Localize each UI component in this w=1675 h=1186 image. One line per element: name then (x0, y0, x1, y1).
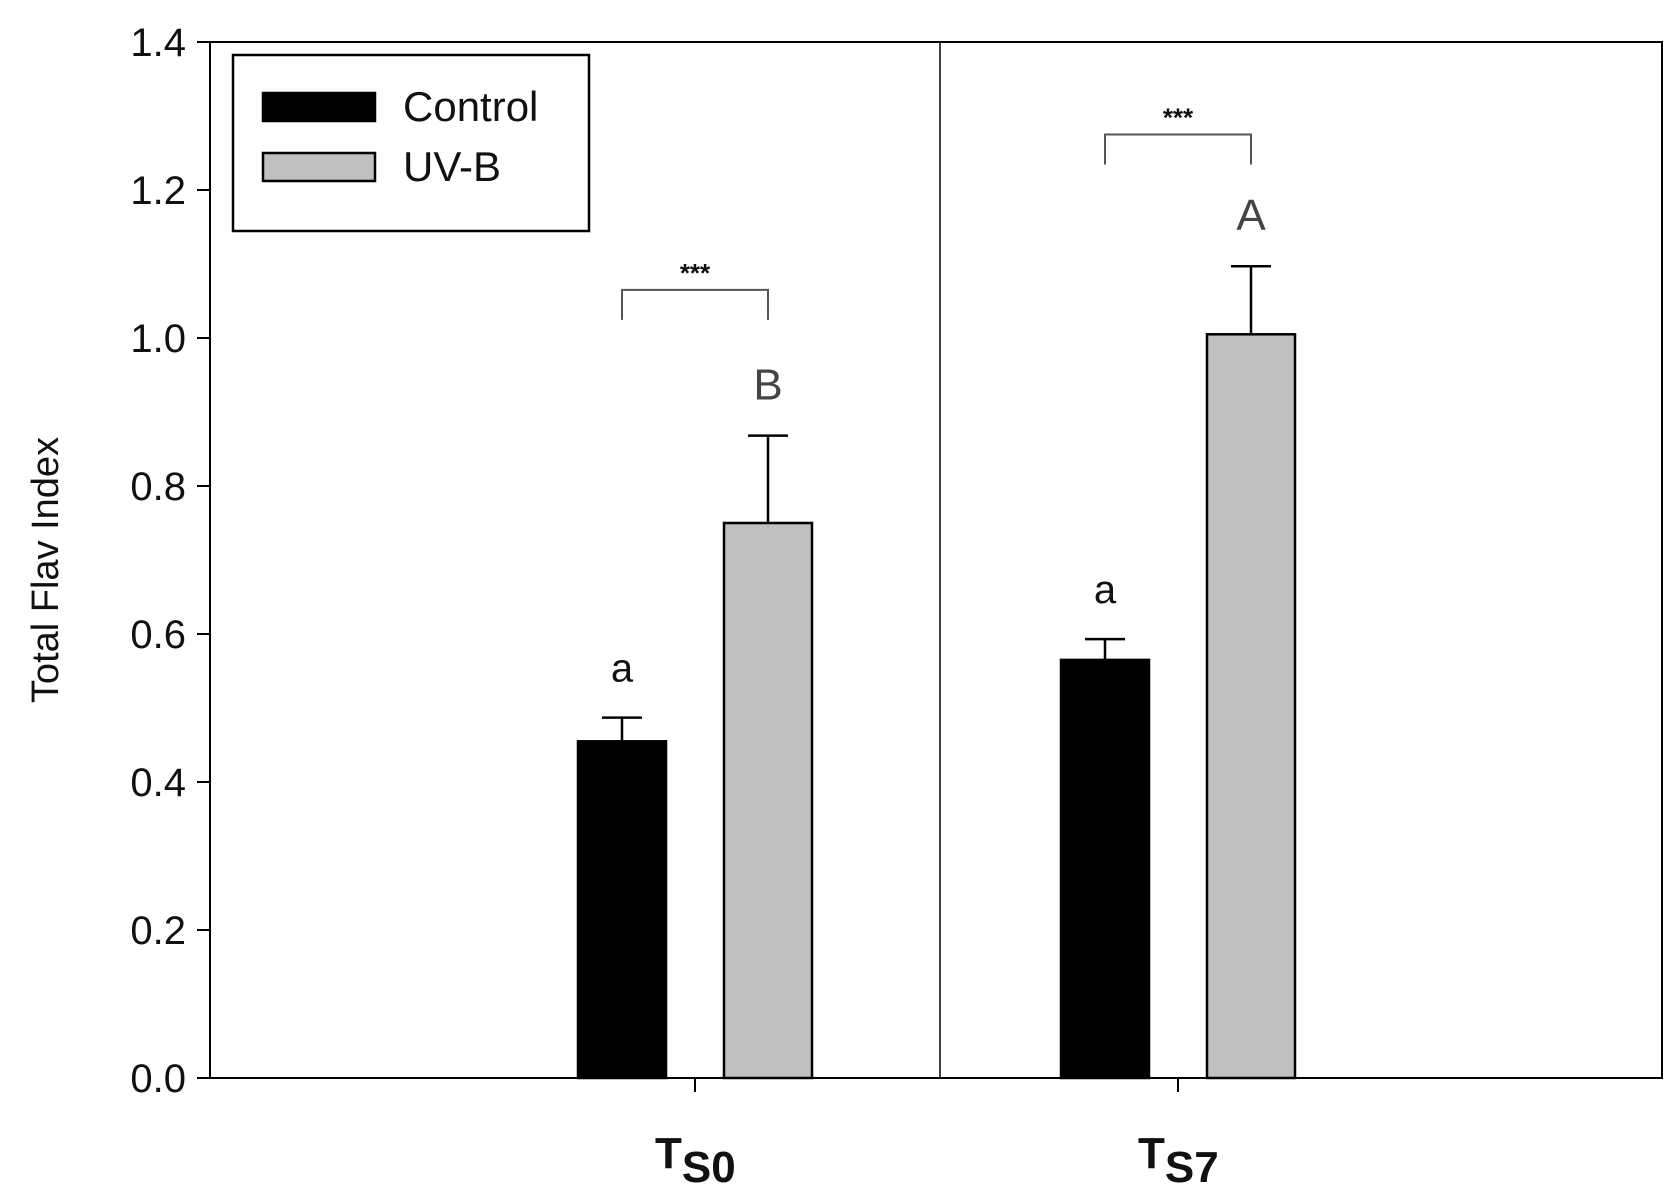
x-tick-label-sub: S7 (1165, 1143, 1219, 1186)
y-axis-title: Total Flav Index (25, 437, 67, 703)
significance-bracket (621, 288, 769, 320)
significance-letter: a (1094, 568, 1117, 612)
y-tick-label: 0.4 (130, 761, 186, 805)
legend-box (231, 53, 591, 233)
significance-letter: B (753, 361, 782, 410)
bars (576, 264, 1297, 1080)
significance-bracket (1104, 133, 1252, 165)
y-tick-label: 0.2 (130, 909, 186, 953)
legend-label: UV-B (403, 143, 501, 190)
bar-control (1059, 658, 1151, 1080)
y-tick-label: 0.8 (130, 465, 186, 509)
x-tick-label-sub: S0 (682, 1143, 736, 1186)
x-tick-label-main: T (1138, 1129, 1165, 1178)
y-tick-label: 0.0 (130, 1057, 186, 1101)
y-tick-label: 1.4 (130, 21, 186, 65)
y-tick-label: 1.0 (130, 317, 186, 361)
bar-uv-b (1205, 333, 1297, 1080)
x-tick-label-main: T (655, 1129, 682, 1178)
legend-swatch (261, 91, 377, 123)
legend-label: Control (403, 83, 538, 130)
axes: 0.0 0.2 0.4 0.6 0.8 1.0 1.2 1.4 Total Flav Index… (25, 21, 1663, 1186)
bar-control (576, 740, 668, 1080)
significance-stars: *** (1163, 103, 1194, 133)
significance-letter: A (1236, 191, 1266, 240)
y-tick-label: 1.2 (130, 169, 186, 213)
significance-letter: a (611, 647, 634, 691)
legend-swatch (261, 151, 377, 183)
bar-uv-b (722, 521, 814, 1080)
x-tick-label: TS0 (655, 1129, 736, 1186)
plot-frame (209, 41, 1663, 1079)
significance-stars: *** (680, 258, 711, 288)
legend: Control UV-B (231, 53, 591, 233)
x-tick-label: TS7 (1138, 1129, 1219, 1186)
y-tick-label: 0.6 (130, 613, 186, 657)
annotations: a a B A *** *** (611, 103, 1266, 691)
